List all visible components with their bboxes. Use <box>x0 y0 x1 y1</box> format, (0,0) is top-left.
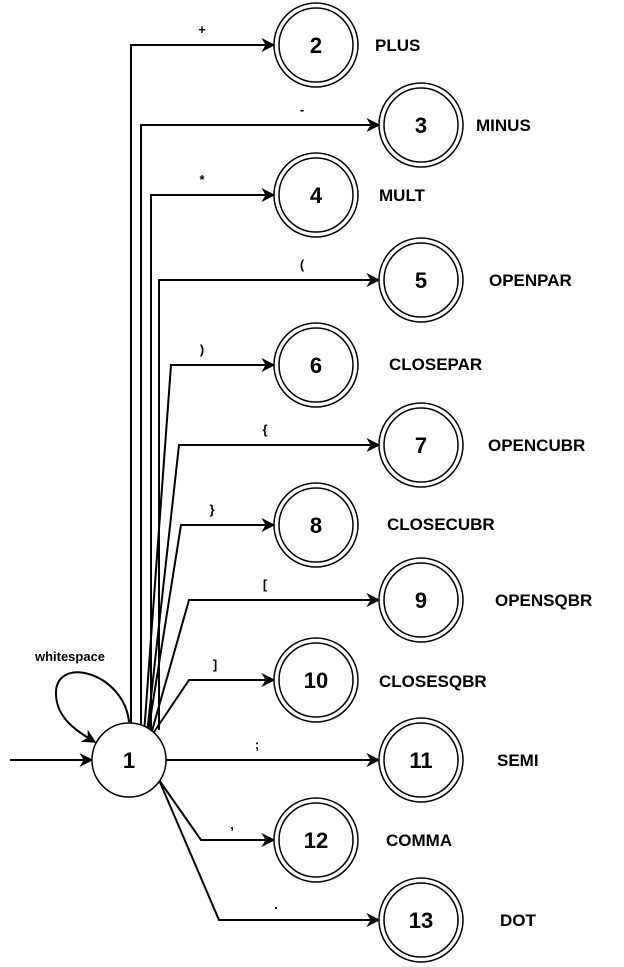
state-label: 5 <box>415 268 427 293</box>
token-label-comma: COMMA <box>386 831 452 850</box>
state-node-7[interactable]: 7 <box>378 402 464 488</box>
transition-symbol-4: * <box>199 172 205 187</box>
token-label-opensqbr: OPENSQBR <box>495 591 592 610</box>
state-node-3[interactable]: 3 <box>378 82 464 168</box>
start-state-node[interactable]: 1 <box>91 722 167 798</box>
transition-symbol-3: - <box>300 102 304 117</box>
state-inner-circle <box>383 407 459 483</box>
token-label-minus: MINUS <box>476 116 531 135</box>
state-inner-circle <box>383 882 459 958</box>
token-label-dot: DOT <box>500 911 537 930</box>
token-label-plus: PLUS <box>375 36 420 55</box>
transition-edge-5 <box>158 273 381 730</box>
state-label: 10 <box>304 668 328 693</box>
transition-symbol-12: , <box>230 817 234 832</box>
state-label: 7 <box>415 433 427 458</box>
token-label-semi: SEMI <box>497 751 539 770</box>
transition-symbol-9: [ <box>263 577 268 592</box>
token-label-mult: MULT <box>379 186 426 205</box>
state-node-2[interactable]: 2 <box>273 2 359 88</box>
state-inner-circle <box>383 242 459 318</box>
state-inner-circle <box>278 487 354 563</box>
transition-symbol-2: + <box>198 22 206 37</box>
transition-symbol-13: . <box>274 897 278 912</box>
state-inner-circle <box>278 327 354 403</box>
state-label: 4 <box>310 183 323 208</box>
state-label: 2 <box>310 33 322 58</box>
state-node-12[interactable]: 12 <box>273 797 359 883</box>
state-node-8[interactable]: 8 <box>273 482 359 568</box>
transition-edge-2 <box>130 38 276 723</box>
transition-symbol-6: ) <box>200 342 204 357</box>
transition-symbol-11: ; <box>255 737 259 752</box>
state-node-9[interactable]: 9 <box>378 557 464 643</box>
transition-edge-7 <box>145 438 381 739</box>
state-label: 3 <box>415 113 427 138</box>
self-loop-label: whitespace <box>34 649 105 664</box>
transition-edges: whitespace + - * () {} [];,. <box>10 22 381 927</box>
state-node-11[interactable]: 11 <box>378 717 464 803</box>
state-inner-circle <box>383 562 459 638</box>
transition-edge-8 <box>146 518 276 739</box>
state-label: 6 <box>310 353 322 378</box>
transition-edge-3 <box>140 118 381 729</box>
transition-symbol-8: } <box>209 502 214 517</box>
state-nodes: 2 PLUS 3 MINUS 4 MULT 5 OPENPAR 6 CLOSEPAR 7 OPENCU… <box>91 2 592 963</box>
token-label-opencubr: OPENCUBR <box>488 436 585 455</box>
token-label-closecubr: CLOSECUBR <box>387 515 495 534</box>
transition-symbol-5: ( <box>300 257 305 272</box>
token-label-openpar: OPENPAR <box>489 271 572 290</box>
state-label: 9 <box>415 588 427 613</box>
token-label-closepar: CLOSEPAR <box>389 355 482 374</box>
transition-symbol-7: { <box>262 422 267 437</box>
state-inner-circle <box>278 7 354 83</box>
state-node-4[interactable]: 4 <box>273 152 359 238</box>
transition-edge-10 <box>149 673 276 739</box>
state-inner-circle <box>278 642 354 718</box>
state-node-13[interactable]: 13 <box>378 877 464 963</box>
state-label: 13 <box>409 908 433 933</box>
state-inner-circle <box>278 802 354 878</box>
transition-symbol-10: ] <box>213 657 217 672</box>
start-state-circle <box>91 722 167 798</box>
transition-edge-9 <box>149 593 381 739</box>
token-label-closesqbr: CLOSESQBR <box>379 672 487 691</box>
transition-edge-12 <box>158 779 276 847</box>
transition-edge-4 <box>150 188 276 730</box>
start-state-label: 1 <box>123 748 135 773</box>
state-inner-circle <box>383 722 459 798</box>
state-inner-circle <box>383 87 459 163</box>
state-node-6[interactable]: 6 <box>273 322 359 408</box>
transition-edge-13 <box>158 779 381 927</box>
self-loop-edge <box>54 671 130 743</box>
state-label: 11 <box>409 748 432 773</box>
state-inner-circle <box>278 157 354 233</box>
state-label: 12 <box>304 828 328 853</box>
state-label: 8 <box>310 513 322 538</box>
state-node-10[interactable]: 10 <box>273 637 359 723</box>
state-node-5[interactable]: 5 <box>378 237 464 323</box>
transition-edge-6 <box>142 358 276 739</box>
